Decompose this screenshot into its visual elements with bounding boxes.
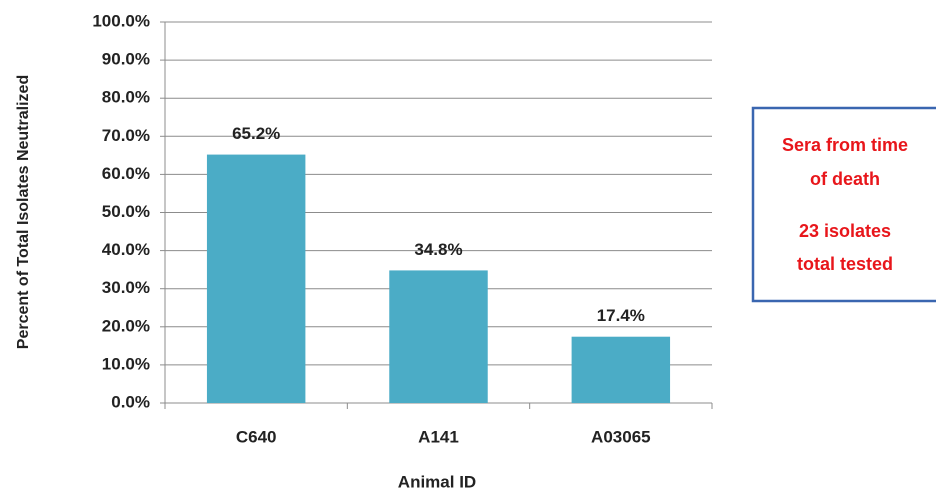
y-tick-label: 40.0%: [102, 240, 150, 259]
value-label: 65.2%: [232, 124, 280, 143]
annotation-text: 23 isolates: [799, 221, 891, 241]
annotation-text: of death: [810, 169, 880, 189]
y-tick-label: 0.0%: [111, 392, 150, 411]
bar: [571, 336, 671, 403]
y-tick-label: 60.0%: [102, 164, 150, 183]
bar: [389, 270, 488, 403]
y-tick-label: 70.0%: [102, 126, 150, 145]
bar: [206, 154, 306, 403]
annotation-text: Sera from time: [782, 135, 908, 155]
x-tick-label: A03065: [591, 427, 651, 446]
y-axis-label: Percent of Total Isolates Neutralized: [15, 75, 32, 349]
y-tick-label: 80.0%: [102, 88, 150, 107]
y-tick-label: 10.0%: [102, 354, 150, 373]
annotation-text: total tested: [797, 254, 893, 274]
y-tick-label: 90.0%: [102, 50, 150, 69]
y-tick-label: 50.0%: [102, 202, 150, 221]
y-tick-label: 20.0%: [102, 316, 150, 335]
annotation-box: [751, 106, 936, 303]
y-tick-label: 100.0%: [92, 11, 150, 30]
value-label: 17.4%: [597, 306, 645, 325]
value-label: 34.8%: [414, 240, 462, 259]
x-tick-label: C640: [236, 427, 277, 446]
x-axis-label: Animal ID: [398, 472, 476, 491]
y-tick-label: 30.0%: [102, 278, 150, 297]
x-tick-label: A141: [418, 427, 459, 446]
